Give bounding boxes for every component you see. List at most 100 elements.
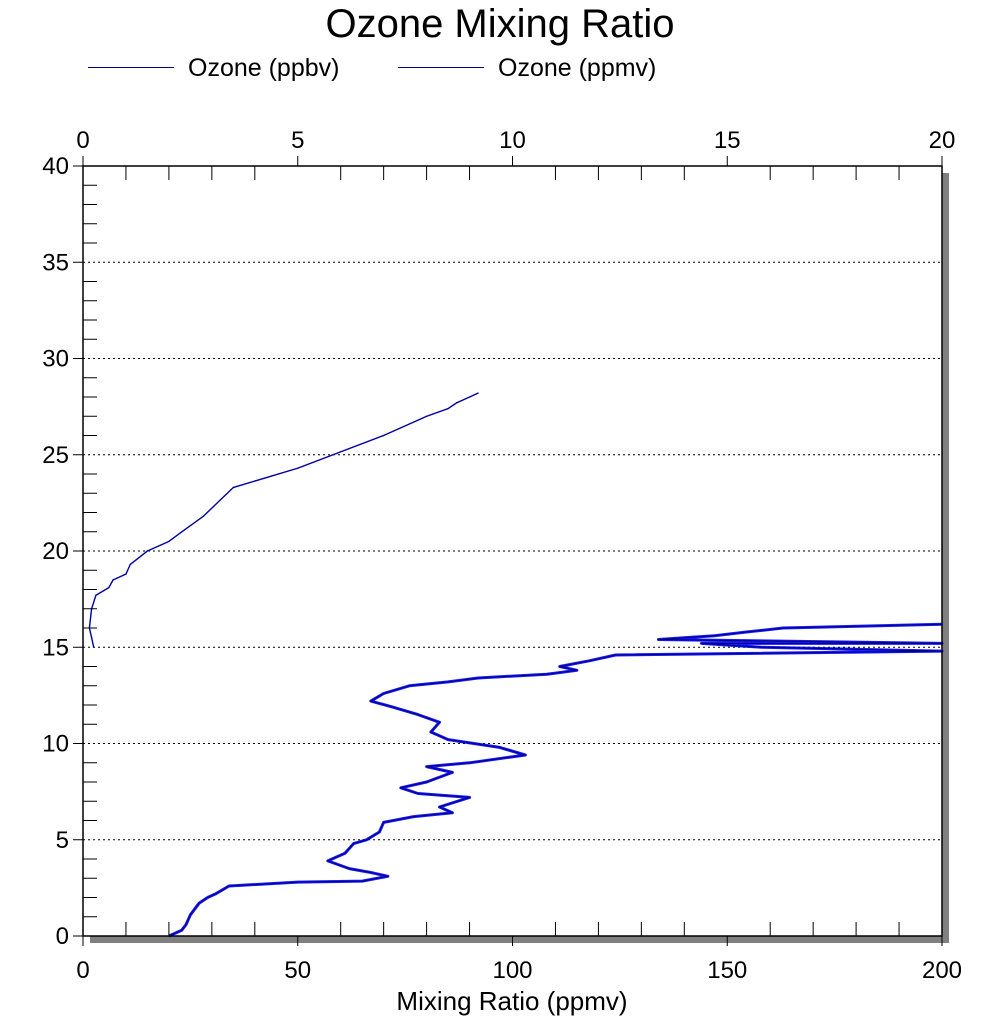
series-0-point-12 <box>348 868 350 870</box>
series-0-point-5 <box>206 896 209 899</box>
x-top-tick-label-5: 5 <box>291 127 304 154</box>
series-1-point-14 <box>297 467 299 469</box>
series-0-point-1 <box>181 929 183 931</box>
x-top-tick-label-20: 20 <box>929 127 956 154</box>
series-1-point-13 <box>232 486 234 489</box>
legend-label-ppbv: Ozone (ppbv) <box>188 54 340 82</box>
series-0-point-18 <box>383 821 385 824</box>
series-1-point-10 <box>168 540 170 542</box>
tick-marks <box>73 156 943 946</box>
series-0-point-10 <box>387 875 389 877</box>
series-0-point-6 <box>215 893 217 895</box>
series-0-point-43 <box>559 665 561 668</box>
series-0-point-4 <box>198 902 200 904</box>
series-1-point-11 <box>181 531 183 533</box>
series-0-point-22 <box>468 796 471 799</box>
series-0-point-26 <box>451 771 453 773</box>
series-layer <box>88 392 944 938</box>
series-0-point-33 <box>438 721 441 723</box>
series-0-point-28 <box>468 762 471 764</box>
series-0-point-42 <box>576 669 578 671</box>
chart-title: Ozone Mixing Ratio <box>325 2 675 46</box>
series-0-point-13 <box>327 860 329 862</box>
series-1-point-9 <box>146 550 149 552</box>
series-1-point-6 <box>112 579 114 581</box>
series-1-point-7 <box>125 573 127 575</box>
x-bottom-tick-label-200: 200 <box>922 957 962 984</box>
series-0-point-45 <box>614 654 617 656</box>
series-0-point-37 <box>383 692 385 695</box>
legend-swatch-ppmv <box>398 67 484 68</box>
series-1-point-8 <box>129 563 131 566</box>
series-0-point-3 <box>189 914 191 916</box>
y-tick-label-5: 5 <box>56 827 69 854</box>
x-bottom-tick-label-150: 150 <box>707 957 747 984</box>
series-0-point-32 <box>430 731 432 733</box>
y-tick-label-25: 25 <box>42 442 69 469</box>
x-bottom-tick-label-50: 50 <box>284 957 311 984</box>
tick-labels: 0 5 10 15 20 25 30 35 40 0 50 100 150 200 0 5 10 15 20 <box>42 127 962 984</box>
series-0-point-50 <box>657 638 660 641</box>
series-0-point-7 <box>228 885 230 887</box>
series-0-point-41 <box>546 673 548 675</box>
series-1-point-5 <box>108 586 110 589</box>
x-top-tick-label-10: 10 <box>499 127 526 154</box>
series-0-point-9 <box>361 880 363 882</box>
series-1-point-17 <box>447 407 449 410</box>
y-tick-label-30: 30 <box>42 346 69 373</box>
series-0-point-11 <box>370 871 372 874</box>
series-0-point-34 <box>417 714 419 716</box>
series-1-point-19 <box>468 396 471 398</box>
series-0-point-15 <box>352 843 355 845</box>
series-0-point-2 <box>185 923 187 926</box>
y-tick-label-0: 0 <box>56 923 69 950</box>
y-tick-label-35: 35 <box>42 249 69 276</box>
series-1-point-16 <box>426 415 428 417</box>
series-0-point-48 <box>700 642 703 645</box>
x-bottom-tick-label-100: 100 <box>492 957 532 984</box>
series-0-point-17 <box>378 831 380 833</box>
series-0-point-27 <box>426 766 428 768</box>
legend-label-ppmv: Ozone (ppmv) <box>498 54 657 82</box>
series-0-point-38 <box>408 685 411 687</box>
series-0-point-35 <box>391 706 393 708</box>
series-1-point-12 <box>202 515 204 517</box>
series-1-point-4 <box>95 594 97 596</box>
y-tick-label-40: 40 <box>42 153 69 180</box>
series-0-point-51 <box>713 635 715 637</box>
series-0-point-40 <box>477 677 479 679</box>
series-0-point-39 <box>447 681 449 683</box>
series-0-point-29 <box>524 754 526 756</box>
legend-swatch-ppbv <box>88 67 174 68</box>
y-tick-label-10: 10 <box>42 731 69 758</box>
series-0-point-36 <box>370 700 372 702</box>
series-0-point-19 <box>413 816 415 818</box>
series-0-point-25 <box>426 781 428 783</box>
x-top-tick-label-0: 0 <box>76 127 89 154</box>
series-0-point-47 <box>761 646 763 648</box>
series-0-point-24 <box>400 787 402 789</box>
series-1-point-15 <box>383 434 385 437</box>
series-0-point-52 <box>748 631 750 633</box>
series-0-point-21 <box>438 806 441 808</box>
series-1-point-18 <box>456 402 458 404</box>
series-0-point-23 <box>417 792 419 795</box>
series-1-point-0 <box>93 646 95 648</box>
y-tick-label-20: 20 <box>42 538 69 565</box>
series-0-point-14 <box>344 852 346 854</box>
series-0-point-8 <box>297 881 299 883</box>
series-0-point-20 <box>451 812 453 814</box>
frame-shadow-right <box>942 173 949 943</box>
series-0-point-53 <box>782 627 784 629</box>
series-0-point-31 <box>447 739 449 741</box>
series-1-point-1 <box>90 637 93 639</box>
series-1-point-20 <box>477 392 479 394</box>
x-axis-label: Mixing Ratio (ppmv) <box>396 986 628 1016</box>
x-top-tick-label-15: 15 <box>714 127 741 154</box>
x-bottom-tick-label-0: 0 <box>76 957 89 984</box>
frame-shadow-bottom <box>90 935 949 943</box>
y-tick-label-15: 15 <box>42 634 69 661</box>
series-0-point-16 <box>365 839 368 841</box>
series-0-point-30 <box>499 746 501 748</box>
